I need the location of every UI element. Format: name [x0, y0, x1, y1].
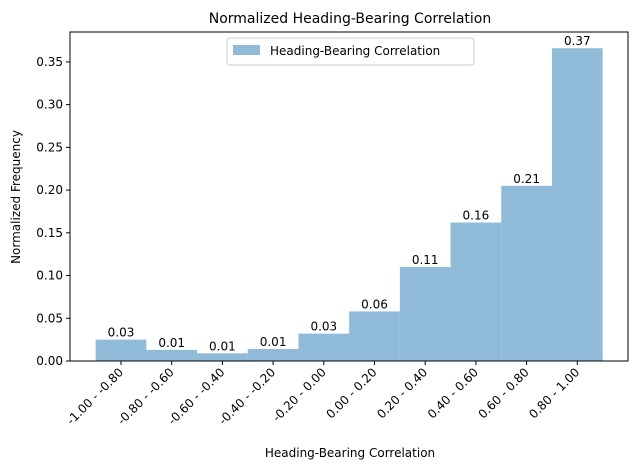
y-tick-label: 0.10: [36, 269, 63, 283]
x-tick-label: 0.80 - 1.00: [526, 365, 582, 421]
y-tick-label: 0.05: [36, 311, 63, 325]
y-axis-label: Normalized Frequency: [9, 130, 23, 264]
y-tick-label: 0.15: [36, 226, 63, 240]
bar-value-label: 0.21: [513, 172, 540, 186]
x-tick-label: 0.00 - 0.20: [323, 365, 379, 421]
plot-frame: [69, 31, 629, 362]
legend-box: [226, 37, 475, 66]
bar: [551, 48, 603, 362]
bar: [197, 353, 248, 361]
bar: [247, 349, 299, 361]
y-tick-label: 0.20: [36, 183, 63, 197]
x-tick-label: -0.20 - 0.00: [270, 365, 329, 424]
legend-swatch: [233, 45, 260, 55]
y-tick-label: 0.35: [36, 55, 63, 69]
bar-value-label: 0.03: [310, 320, 337, 334]
x-tick-label: 0.60 - 0.80: [476, 365, 532, 421]
bar: [399, 267, 451, 361]
bar-value-label: 0.01: [260, 335, 287, 349]
legend: Heading-Bearing Correlation: [226, 37, 475, 66]
y-tick-label: 0.30: [36, 98, 63, 112]
bar-value-label: 0.37: [564, 34, 591, 48]
x-tick-label: 0.40 - 0.60: [425, 365, 481, 421]
bar-value-label: 0.03: [108, 326, 135, 340]
bar-value-label: 0.16: [463, 209, 490, 223]
bar: [349, 311, 400, 361]
bar: [450, 222, 502, 361]
bar: [95, 339, 147, 361]
y-tick-label: 0.25: [36, 140, 63, 154]
bar: [146, 349, 198, 361]
plot-area: 0.03 0.01 0.01 0.01 0.03 0.06 0.11 0.16 0.21 0.37…: [36, 34, 603, 427]
bar-value-label: 0.06: [361, 297, 388, 311]
bar-value-label: 0.01: [158, 336, 185, 350]
bar: [501, 185, 552, 361]
chart-title: Normalized Heading-Bearing Correlation: [209, 11, 492, 27]
legend-label: Heading-Bearing Correlation: [270, 44, 440, 58]
bar-value-label: 0.11: [412, 253, 439, 267]
bar-value-label: 0.01: [209, 339, 236, 353]
bar: [298, 333, 350, 361]
x-axis-label: Heading-Bearing Correlation: [265, 446, 435, 460]
x-tick-label: 0.20 - 0.40: [374, 365, 430, 421]
y-tick-label: 0.00: [36, 354, 63, 368]
